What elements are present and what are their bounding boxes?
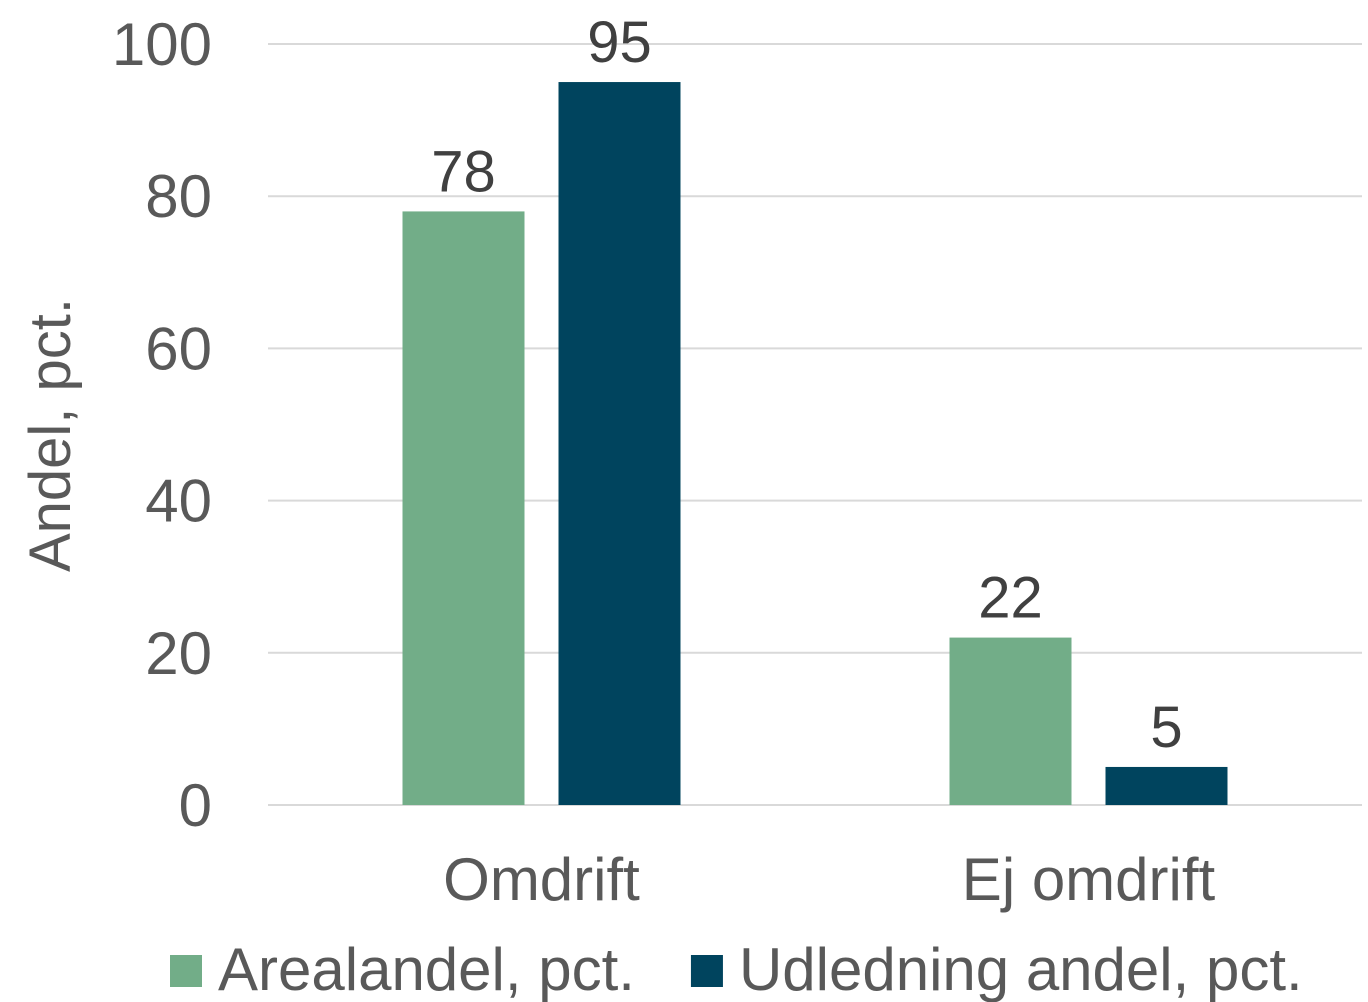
data-label: 22 bbox=[978, 566, 1043, 631]
y-tick-label: 20 bbox=[145, 620, 212, 687]
legend-label: Udledning andel, pct. bbox=[739, 936, 1303, 1002]
y-tick-label: 40 bbox=[145, 468, 212, 535]
legend-swatch bbox=[690, 955, 723, 987]
bar bbox=[402, 211, 525, 806]
legend-label: Arealandel, pct. bbox=[218, 936, 635, 1002]
data-label: 95 bbox=[587, 10, 652, 75]
x-tick-label: Ej omdrift bbox=[962, 846, 1216, 913]
legend-swatch bbox=[170, 955, 202, 987]
x-tick-label: Omdrift bbox=[443, 846, 640, 913]
y-axis-label: Andel, pct. bbox=[18, 298, 83, 572]
y-tick-label: 100 bbox=[112, 11, 212, 78]
bar bbox=[558, 82, 681, 806]
data-label: 78 bbox=[431, 139, 496, 204]
bar bbox=[1105, 766, 1228, 805]
y-tick-label: 60 bbox=[145, 315, 212, 382]
data-label: 5 bbox=[1150, 695, 1182, 760]
y-tick-label: 0 bbox=[179, 772, 212, 839]
y-tick-label: 80 bbox=[145, 163, 212, 230]
bar bbox=[949, 637, 1072, 805]
